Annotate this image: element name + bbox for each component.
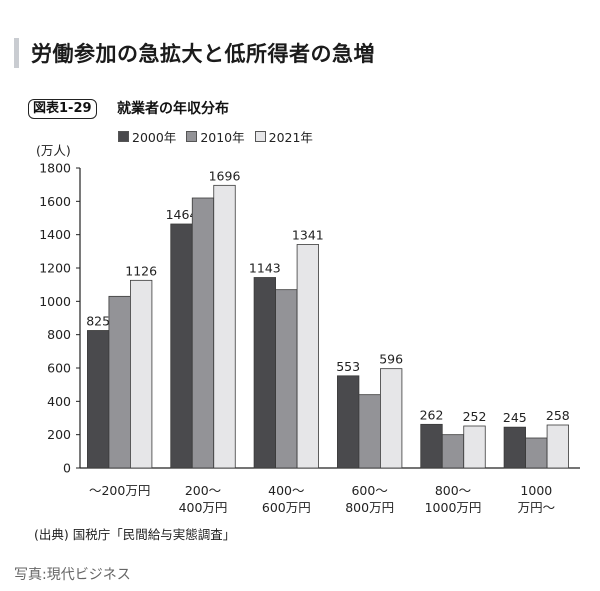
bar-2010-cat4 <box>441 434 465 469</box>
y-axis-unit-label: (万人) <box>36 143 71 158</box>
category-label: 〜200万円 <box>89 483 150 498</box>
data-label-2021-cat5: 258 <box>546 408 570 423</box>
y-tick-label: 1400 <box>39 227 71 242</box>
legend-item-2021: 2021年 <box>254 127 313 146</box>
legend-label-2010: 2010年 <box>200 130 245 145</box>
legend-item-2000: 2000年 <box>118 127 176 146</box>
legend-swatch-2010 <box>186 131 198 142</box>
legend-item-2010: 2010年 <box>186 127 245 146</box>
y-tick-label: 800 <box>47 327 71 342</box>
data-label-2000-cat2: 1143 <box>249 261 281 276</box>
bar-2021-cat2 <box>296 244 319 469</box>
category-label: 200〜 <box>185 483 221 498</box>
bar-2010-cat2 <box>275 289 298 469</box>
bar-2010-cat3 <box>358 394 381 469</box>
legend-label-2021: 2021年 <box>268 130 313 145</box>
figure-title: 就業者の年収分布 <box>117 101 229 117</box>
bar-2010-cat5 <box>525 437 548 469</box>
figure-source: (出典) 国税庁「民間給与実態調査」 <box>34 527 236 542</box>
bar-2000-cat4 <box>420 423 443 469</box>
bar-2000-cat5 <box>503 426 526 469</box>
data-label-2021-cat1: 1696 <box>209 168 241 183</box>
category-label: 600万円 <box>262 500 311 515</box>
article-heading: 労働参加の急拡大と低所得者の急増 <box>14 38 574 68</box>
y-tick-label: 600 <box>47 361 71 376</box>
y-tick-label: 1800 <box>39 161 71 176</box>
bar-2021-cat4 <box>463 425 486 469</box>
data-label-2000-cat4: 262 <box>420 407 444 422</box>
category-label: 400〜 <box>268 483 304 498</box>
category-label: 400万円 <box>179 500 228 515</box>
legend-swatch-2000 <box>118 131 129 142</box>
data-label-2021-cat3: 596 <box>379 352 403 367</box>
heading-accent-bar <box>14 38 19 68</box>
photo-credit: 写真:現代ビジネス <box>14 567 131 583</box>
category-label: 600〜 <box>351 483 387 498</box>
data-label-2021-cat2: 1341 <box>292 228 324 243</box>
category-label: 万円〜 <box>518 500 556 515</box>
bar-2010-cat1 <box>191 197 215 469</box>
data-label-2000-cat3: 553 <box>336 359 360 374</box>
chart-legend: 2000年 2010年 2021年 <box>118 127 313 146</box>
y-tick-label: 1600 <box>39 194 71 209</box>
bar-2010-cat0 <box>108 295 131 469</box>
bar-2021-cat5 <box>546 424 569 469</box>
heading-text: 労働参加の急拡大と低所得者の急増 <box>31 42 375 66</box>
y-tick-label: 200 <box>47 427 71 442</box>
y-tick-label: 1200 <box>39 261 71 276</box>
data-label-2000-cat0: 825 <box>86 314 110 329</box>
bar-2021-cat1 <box>213 184 236 469</box>
figure-number-tag: 図表1-29 <box>28 99 97 119</box>
bar-2021-cat3 <box>380 368 403 469</box>
bar-2000-cat1 <box>170 223 193 469</box>
y-tick-label: 0 <box>63 461 71 476</box>
bar-2000-cat0 <box>87 330 110 469</box>
bar-2000-cat3 <box>337 375 360 469</box>
bar-2000-cat2 <box>253 277 276 469</box>
data-label-2000-cat5: 245 <box>503 410 527 425</box>
category-label: 800〜 <box>435 483 471 498</box>
y-tick-label: 400 <box>47 394 71 409</box>
category-label: 1000 <box>520 483 552 498</box>
category-label: 800万円 <box>345 500 394 515</box>
legend-swatch-2021 <box>254 131 266 142</box>
legend-label-2000: 2000年 <box>132 130 177 145</box>
bar-2021-cat0 <box>130 279 153 469</box>
category-label: 1000万円 <box>425 500 482 515</box>
y-tick-label: 1000 <box>39 294 71 309</box>
data-label-2021-cat4: 252 <box>463 409 487 424</box>
data-label-2021-cat0: 1126 <box>125 263 157 278</box>
data-label-2000-cat1: 1464 <box>166 207 198 222</box>
